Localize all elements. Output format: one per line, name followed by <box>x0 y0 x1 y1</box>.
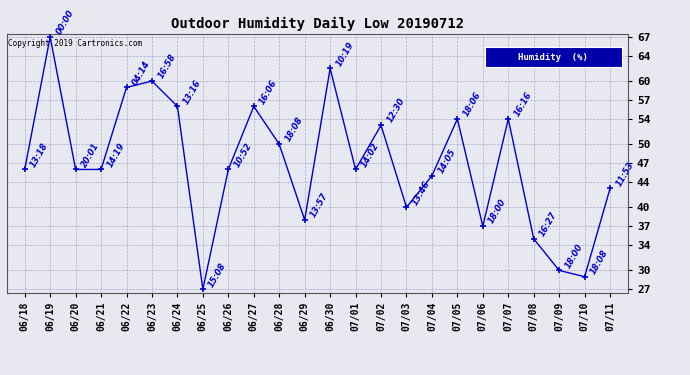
Text: 18:00: 18:00 <box>487 198 509 225</box>
Text: 18:00: 18:00 <box>563 242 584 270</box>
Text: 14:02: 14:02 <box>359 141 381 169</box>
Text: 16:16: 16:16 <box>513 90 533 118</box>
Text: 14:19: 14:19 <box>106 141 126 169</box>
Text: 18:08: 18:08 <box>589 248 610 276</box>
Text: 04:14: 04:14 <box>130 59 152 87</box>
Text: 18:08: 18:08 <box>284 116 304 143</box>
Text: 14:05: 14:05 <box>436 147 457 175</box>
Text: 13:16: 13:16 <box>181 78 203 105</box>
Text: 12:30: 12:30 <box>385 97 406 124</box>
Text: 11:53: 11:53 <box>614 160 635 188</box>
Text: 13:46: 13:46 <box>411 179 432 207</box>
Text: 15:08: 15:08 <box>207 261 228 289</box>
Text: 16:27: 16:27 <box>538 210 559 238</box>
Text: 13:57: 13:57 <box>309 191 330 219</box>
Text: 10:52: 10:52 <box>233 141 254 169</box>
Text: 10:19: 10:19 <box>334 40 355 68</box>
Text: 18:06: 18:06 <box>462 90 483 118</box>
Text: Humidity  (%): Humidity (%) <box>518 53 589 62</box>
Text: 16:06: 16:06 <box>258 78 279 105</box>
Text: 20:01: 20:01 <box>80 141 101 169</box>
Text: 16:58: 16:58 <box>156 53 177 80</box>
FancyBboxPatch shape <box>485 47 622 68</box>
Text: 13:18: 13:18 <box>29 141 50 169</box>
Text: Copyright 2019 Cartronics.com: Copyright 2019 Cartronics.com <box>8 39 142 48</box>
Text: 00:00: 00:00 <box>55 8 76 36</box>
Title: Outdoor Humidity Daily Low 20190712: Outdoor Humidity Daily Low 20190712 <box>171 17 464 31</box>
